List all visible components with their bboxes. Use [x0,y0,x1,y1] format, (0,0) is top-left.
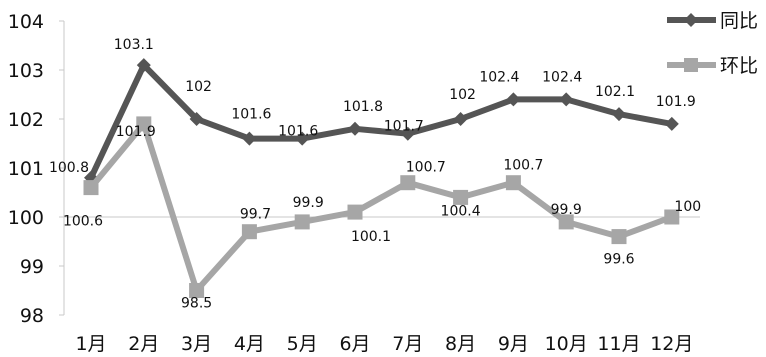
data-point [664,116,679,131]
legend-marker [684,58,698,72]
data-point [347,204,363,220]
data-label: 102.4 [479,69,519,85]
x-tick-label: 10月 [545,333,588,355]
data-point [294,214,310,230]
data-label: 99.9 [551,202,582,218]
data-point [136,58,151,73]
data-label: 103.1 [114,37,154,53]
data-label: 101.6 [278,124,318,140]
data-point [611,229,627,245]
data-label: 102 [449,87,476,103]
data-label: 101.6 [231,107,271,123]
data-label: 102.4 [542,69,582,85]
y-tick-label: 104 [8,11,44,33]
data-point [295,131,310,146]
legend-label: 环比 [720,55,758,77]
data-label: 101.9 [116,124,156,140]
y-tick-labels: 98 99 100 101 102 103 104 [8,11,64,327]
data-label: 100.1 [351,229,391,245]
x-tick-label: 12月 [650,333,693,355]
x-tick-label: 4月 [234,333,265,355]
data-point [506,92,521,107]
data-point [612,107,626,122]
data-point [453,189,469,205]
data-point [505,175,521,191]
x-tick-label: 1月 [75,333,106,355]
series-line-2 [88,120,673,294]
x-tick-label: 5月 [287,333,318,355]
data-label: 100.7 [406,160,446,176]
data-point [189,112,204,126]
y-tick-label: 101 [8,158,44,180]
series-layer [83,58,680,298]
data-labels: 100.8103.1102101.6101.6101.8101.7102102.… [49,37,701,311]
series-line-1 [88,62,673,180]
data-label: 98.5 [181,296,212,312]
x-tick-label: 8月 [445,333,476,355]
data-point [242,131,257,146]
data-label: 99.6 [603,252,634,268]
x-tick-label: 9月 [498,333,529,355]
data-label: 99.7 [240,207,271,223]
y-tick-label: 98 [20,305,44,327]
data-point [453,112,468,126]
x-tick-label: 3月 [181,333,212,355]
data-label: 100 [674,199,701,215]
data-point [558,214,574,230]
data-label: 100.8 [49,160,89,176]
data-point [241,224,257,240]
x-tick-label: 6月 [339,333,370,355]
y-tick-label: 100 [8,207,44,229]
data-label: 102.1 [595,84,635,100]
data-point [136,116,152,132]
y-tick-label: 102 [8,109,44,131]
data-point [400,175,416,191]
y-tick-label: 103 [8,60,44,82]
x-tick-label: 11月 [597,333,640,355]
data-label: 100.6 [63,214,103,230]
data-point [559,92,574,107]
data-label: 100.4 [441,203,481,219]
legend-label: 同比 [720,10,758,32]
data-label: 99.9 [293,195,324,211]
y-tick-label: 99 [20,256,44,278]
data-label: 100.7 [503,158,543,174]
x-tick-label: 2月 [128,333,159,355]
data-point [400,126,415,141]
x-tick-label: 7月 [392,333,423,355]
data-point [348,121,362,136]
data-label: 101.7 [384,119,424,135]
data-point [189,283,205,298]
data-point [83,180,99,196]
data-label: 101.8 [343,99,383,115]
data-point [664,209,680,225]
x-tick-labels: 1月 2月 3月 4月 5月 6月 7月 8月 9月 10月 11月 12月 [75,333,693,355]
data-label: 101.9 [656,94,696,110]
data-label: 102 [185,79,212,95]
legend-marker [684,13,698,27]
